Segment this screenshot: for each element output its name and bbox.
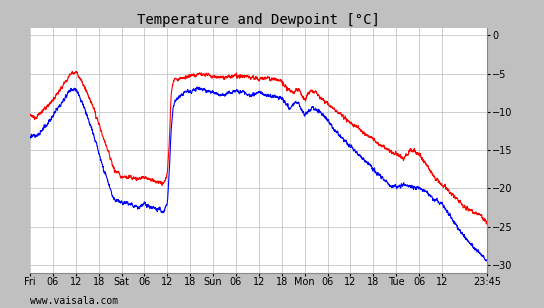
- Title: Temperature and Dewpoint [°C]: Temperature and Dewpoint [°C]: [137, 13, 380, 26]
- Text: www.vaisala.com: www.vaisala.com: [30, 297, 118, 306]
